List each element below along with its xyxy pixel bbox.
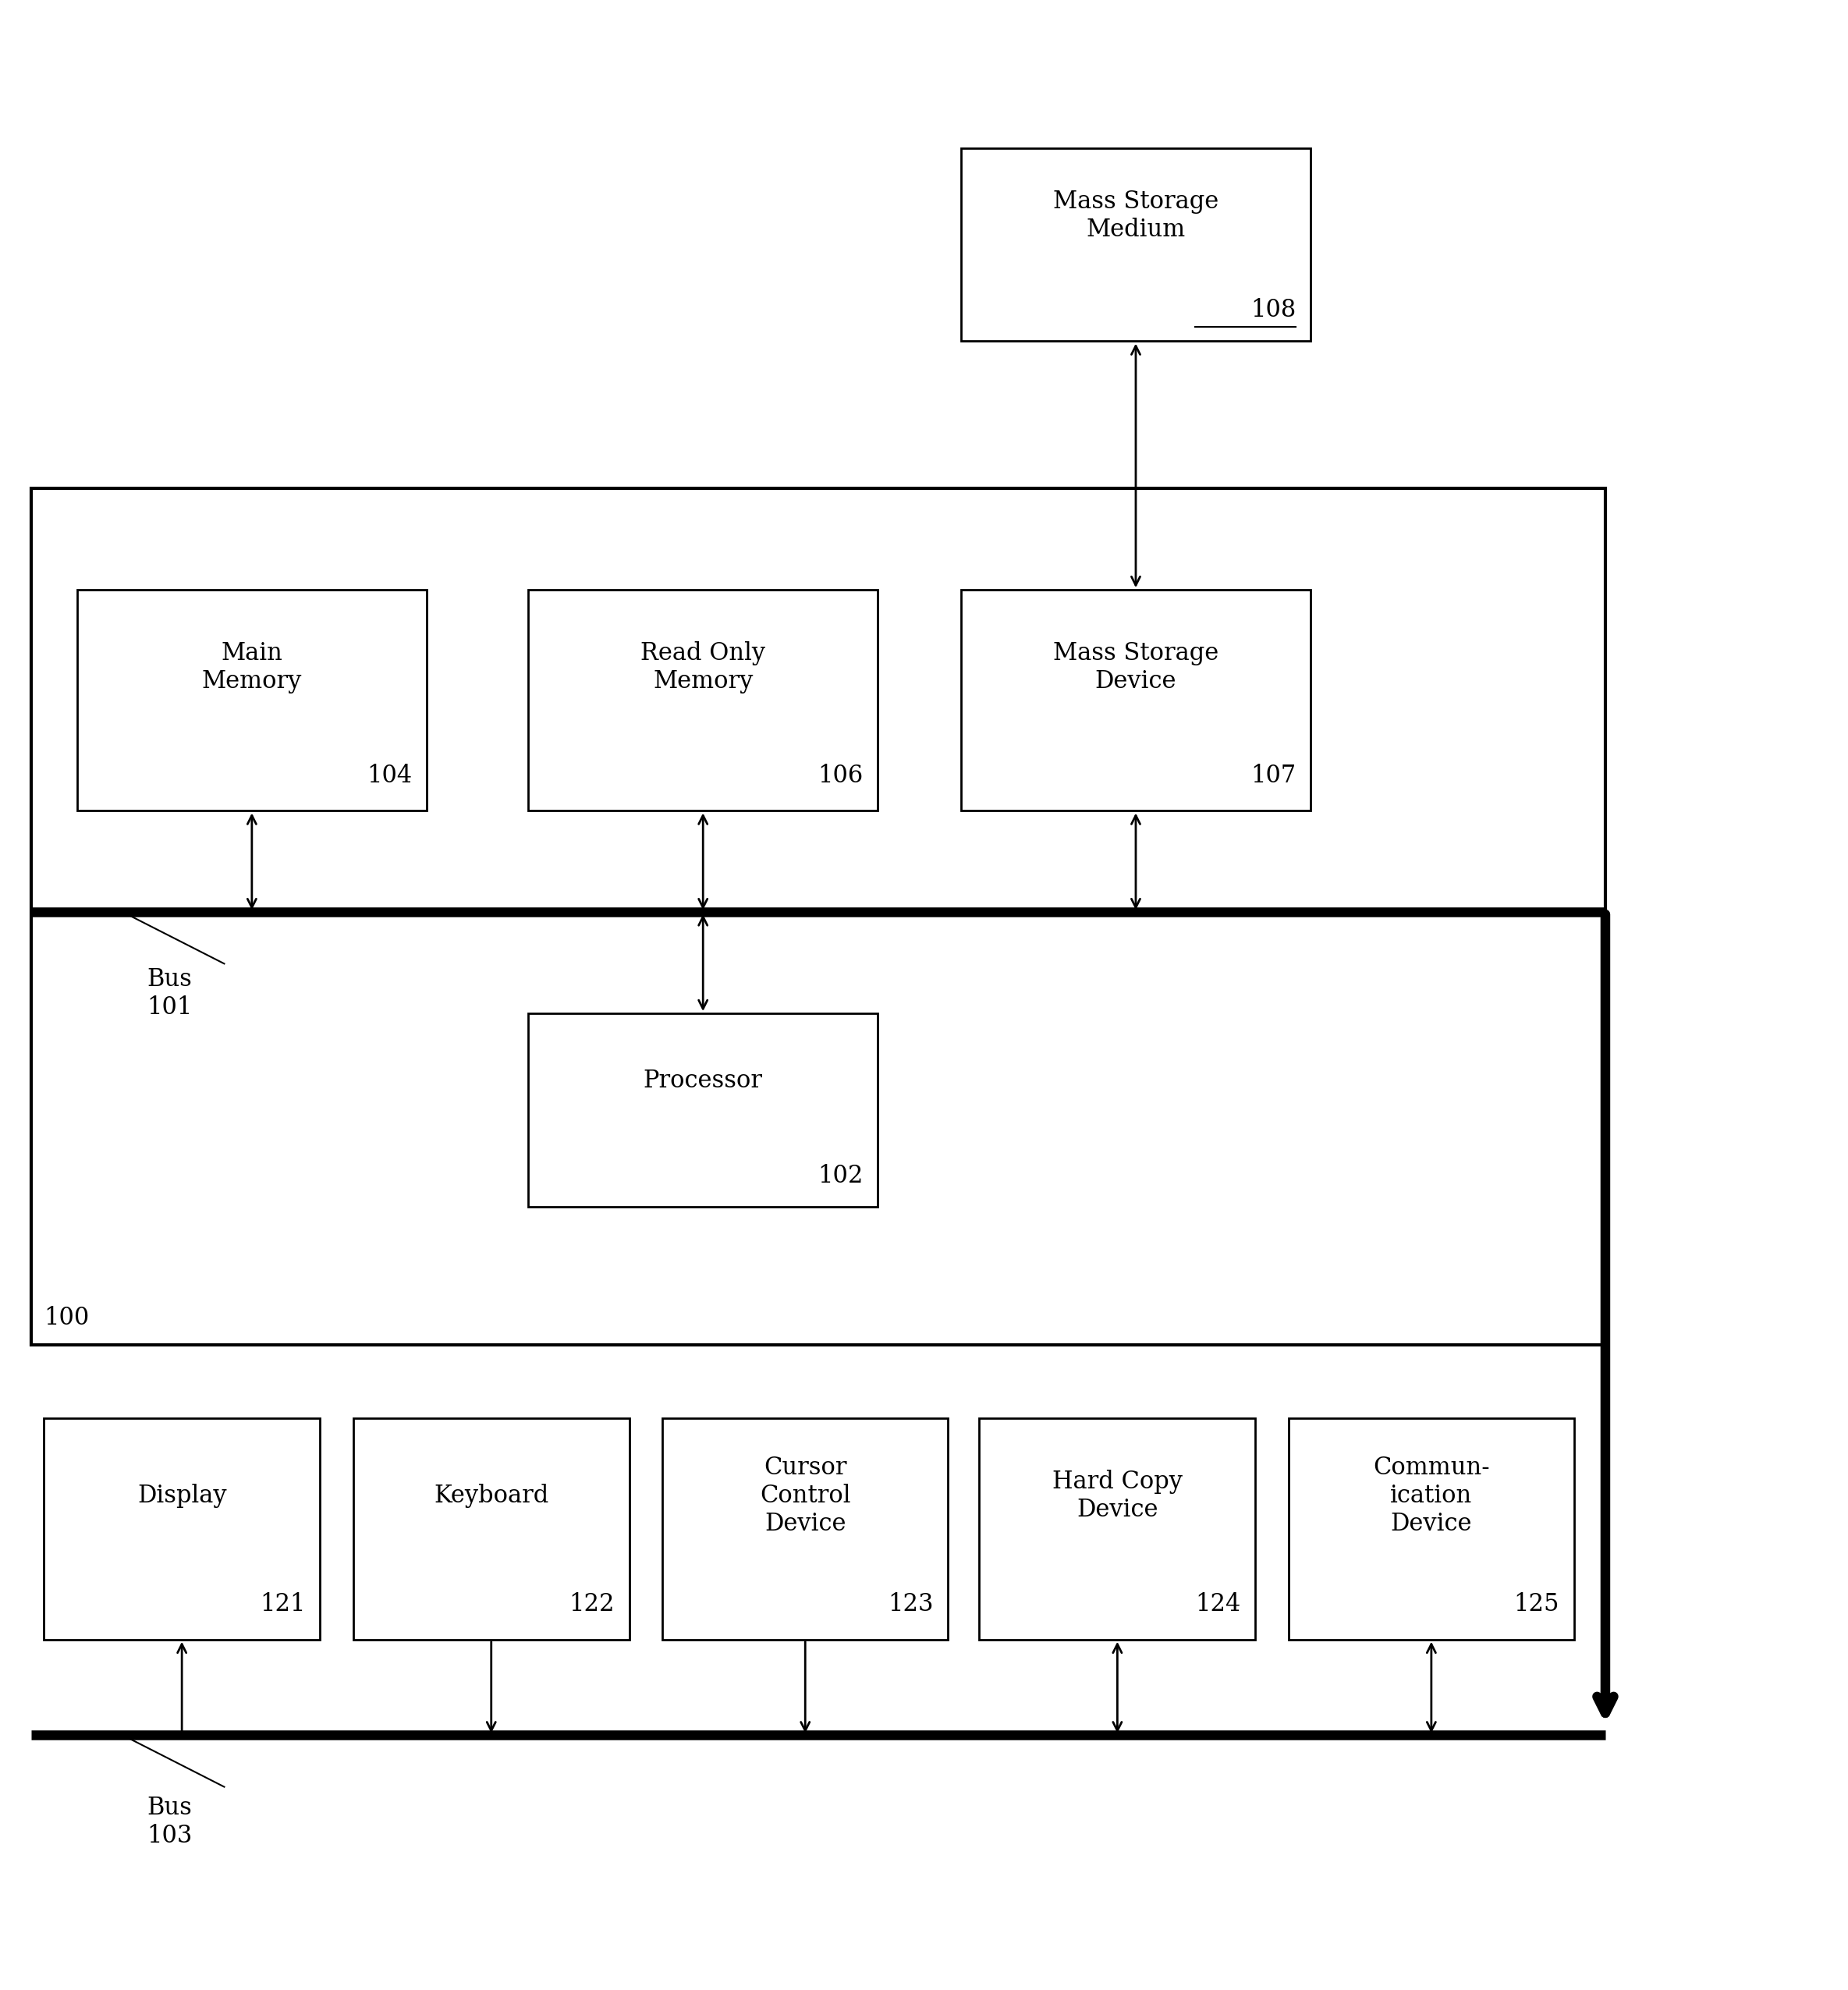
Text: Main
Memory: Main Memory bbox=[201, 641, 301, 693]
Text: 122: 122 bbox=[569, 1592, 615, 1616]
Text: 123: 123 bbox=[887, 1592, 933, 1616]
Text: Read Only
Memory: Read Only Memory bbox=[641, 641, 765, 693]
Text: 121: 121 bbox=[259, 1592, 305, 1616]
Text: Cursor
Control
Device: Cursor Control Device bbox=[760, 1457, 850, 1536]
Bar bbox=[961, 147, 1310, 340]
Text: 107: 107 bbox=[1251, 764, 1295, 788]
Text: Bus
103: Bus 103 bbox=[146, 1797, 192, 1849]
Text: 106: 106 bbox=[819, 764, 863, 788]
Bar bbox=[31, 490, 1606, 1345]
Bar bbox=[961, 589, 1310, 810]
Bar bbox=[529, 1013, 878, 1206]
Text: Bus
101: Bus 101 bbox=[146, 967, 192, 1019]
Text: Display: Display bbox=[137, 1485, 227, 1508]
Bar bbox=[662, 1419, 948, 1640]
Bar bbox=[44, 1419, 320, 1640]
Text: 100: 100 bbox=[44, 1305, 89, 1329]
Bar bbox=[353, 1419, 630, 1640]
Text: 124: 124 bbox=[1196, 1592, 1240, 1616]
Bar bbox=[979, 1419, 1255, 1640]
Text: 108: 108 bbox=[1251, 298, 1295, 322]
Text: Hard Copy
Device: Hard Copy Device bbox=[1052, 1471, 1183, 1522]
Text: 102: 102 bbox=[817, 1164, 863, 1188]
Text: 125: 125 bbox=[1514, 1592, 1560, 1616]
Bar bbox=[78, 589, 427, 810]
Bar bbox=[1288, 1419, 1574, 1640]
Text: Commun-
ication
Device: Commun- ication Device bbox=[1373, 1457, 1489, 1536]
Text: Mass Storage
Device: Mass Storage Device bbox=[1053, 641, 1218, 693]
Text: Processor: Processor bbox=[643, 1069, 763, 1093]
Text: Keyboard: Keyboard bbox=[434, 1485, 549, 1508]
Text: 104: 104 bbox=[366, 764, 412, 788]
Text: Mass Storage
Medium: Mass Storage Medium bbox=[1053, 189, 1218, 241]
Bar bbox=[529, 589, 878, 810]
